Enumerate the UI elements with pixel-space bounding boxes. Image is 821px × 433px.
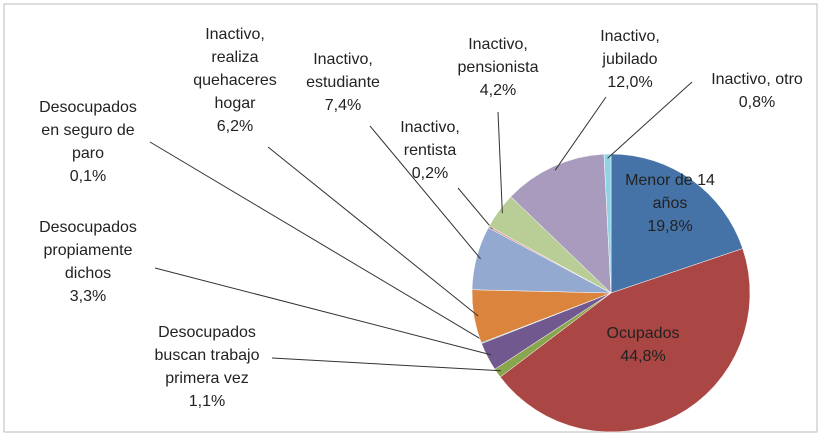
- pie-slice: [603, 153, 612, 294]
- slice-value-label: 3,3%: [70, 288, 106, 305]
- slice-value-label: 1,1%: [189, 393, 225, 410]
- leader-line: [554, 96, 607, 171]
- slice-value-label: 4,2%: [480, 82, 516, 99]
- slice-value-label: 44,8%: [620, 348, 665, 365]
- slice-value-label: 0,2%: [412, 165, 448, 182]
- slice-value-label: 0,8%: [739, 94, 775, 111]
- pie-slice: [499, 248, 751, 433]
- pie-slice: [510, 153, 612, 294]
- leader-line: [267, 146, 479, 317]
- slice-label: Inactivo, jubilado: [600, 28, 660, 68]
- slice-value-label: 0,1%: [70, 168, 106, 185]
- slice-label: Inactivo, realiza quehaceres hogar: [193, 26, 277, 112]
- slice-label: Ocupados: [607, 325, 680, 342]
- slice-label: Desocupados propiamente dichos: [39, 219, 137, 282]
- slice-label: Inactivo, rentista: [400, 119, 460, 159]
- slice-label: Desocupados en seguro de paro: [39, 99, 137, 162]
- leader-line: [457, 187, 493, 230]
- slice-label: Inactivo, estudiante: [306, 51, 380, 91]
- slice-value-label: 12,0%: [607, 74, 652, 91]
- slice-label: Menor de 14 años: [625, 172, 715, 212]
- slice-label: Inactivo, otro: [711, 71, 803, 88]
- leader-line: [607, 81, 693, 159]
- slice-value-label: 6,2%: [217, 118, 253, 135]
- slice-label: Desocupados buscan trabajo primera vez: [155, 324, 260, 387]
- leader-line: [149, 141, 486, 343]
- leader-line: [154, 267, 492, 356]
- leader-line: [369, 125, 481, 260]
- pie-slice: [610, 153, 744, 294]
- leader-line: [271, 357, 501, 372]
- leader-line: [497, 111, 503, 214]
- slice-value-label: 19,8%: [647, 218, 692, 235]
- slice-label: Inactivo, pensionista: [458, 36, 539, 76]
- slice-value-label: 7,4%: [325, 97, 361, 114]
